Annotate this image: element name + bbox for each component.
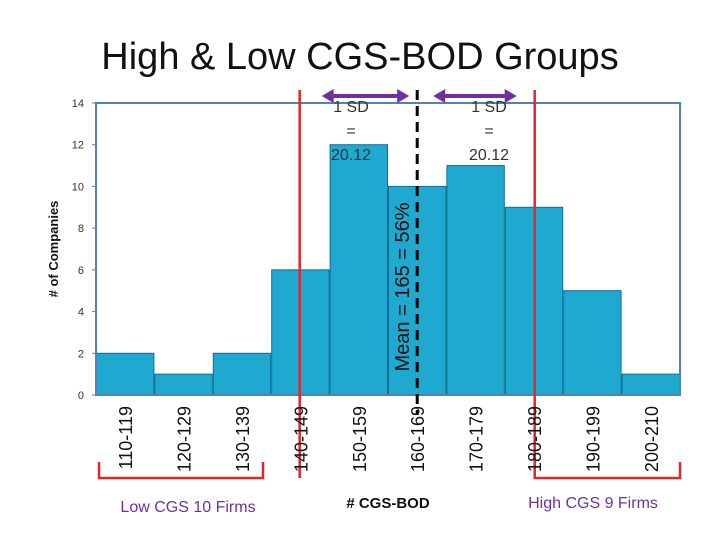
x-tick-label: 200-210: [642, 406, 662, 472]
arrow-head-left: [433, 89, 446, 103]
sd-left-arrow: [321, 89, 410, 103]
sd-line3: 20.12: [469, 147, 509, 164]
arrow-head-right: [397, 89, 410, 103]
high-group-bracket: [533, 462, 682, 480]
x-tick-label: 150-159: [350, 406, 370, 472]
x-tick-label: 140-149: [291, 406, 311, 472]
x-tick-label: 180-189: [525, 406, 545, 472]
y-tick-label: 4: [78, 307, 84, 319]
arrow-head-right: [504, 89, 517, 103]
bar-170-179: [446, 165, 505, 396]
high-group-label: High CGS 9 Firms: [528, 495, 658, 512]
sd-line2: =: [346, 123, 355, 140]
mean-label: Mean = 165 = 56%: [392, 202, 414, 371]
sd-right-label: 1 SD = 20.12: [469, 99, 509, 164]
sd-line3: 20.12: [331, 147, 371, 164]
x-tick-label: 170-179: [467, 406, 487, 472]
y-tick-label: 0: [78, 390, 84, 402]
x-tick-label: 160-169: [408, 406, 428, 472]
y-tick-label: 6: [78, 265, 84, 277]
bar-200-210: [621, 373, 680, 396]
x-tick-label: 130-139: [233, 406, 253, 472]
y-tick-label: 8: [78, 223, 84, 235]
y-axis-label: # of Companies: [46, 201, 61, 298]
bar-130-139: [212, 352, 272, 396]
low-group-bracket: [97, 462, 265, 480]
x-tick-label: 120-129: [175, 406, 195, 472]
x-tick-label: 110-119: [116, 406, 136, 469]
y-tick-label: 14: [72, 98, 84, 110]
bar-190-199: [563, 290, 622, 396]
chart-title: High & Low CGS-BOD Groups: [101, 36, 619, 78]
sd-left-label: 1 SD = 20.12: [331, 99, 371, 164]
y-tick-label: 2: [78, 348, 84, 360]
bar-120-129: [154, 373, 213, 396]
bar-150-159: [329, 144, 389, 396]
x-tick-label: 190-199: [583, 406, 603, 472]
x-axis-label: # CGS-BOD: [346, 495, 430, 512]
plot-frame: [95, 102, 681, 396]
sd-line1: 1 SD: [471, 99, 507, 116]
y-tick-label: 12: [72, 140, 84, 152]
sd-line1: 1 SD: [333, 99, 369, 116]
sd-line2: =: [484, 123, 493, 140]
sd-right-arrow: [433, 89, 517, 103]
y-tick-label: 10: [72, 181, 84, 193]
bar-110-119: [96, 352, 155, 396]
low-group-label: Low CGS 10 Firms: [120, 499, 255, 516]
arrow-head-left: [321, 89, 334, 103]
